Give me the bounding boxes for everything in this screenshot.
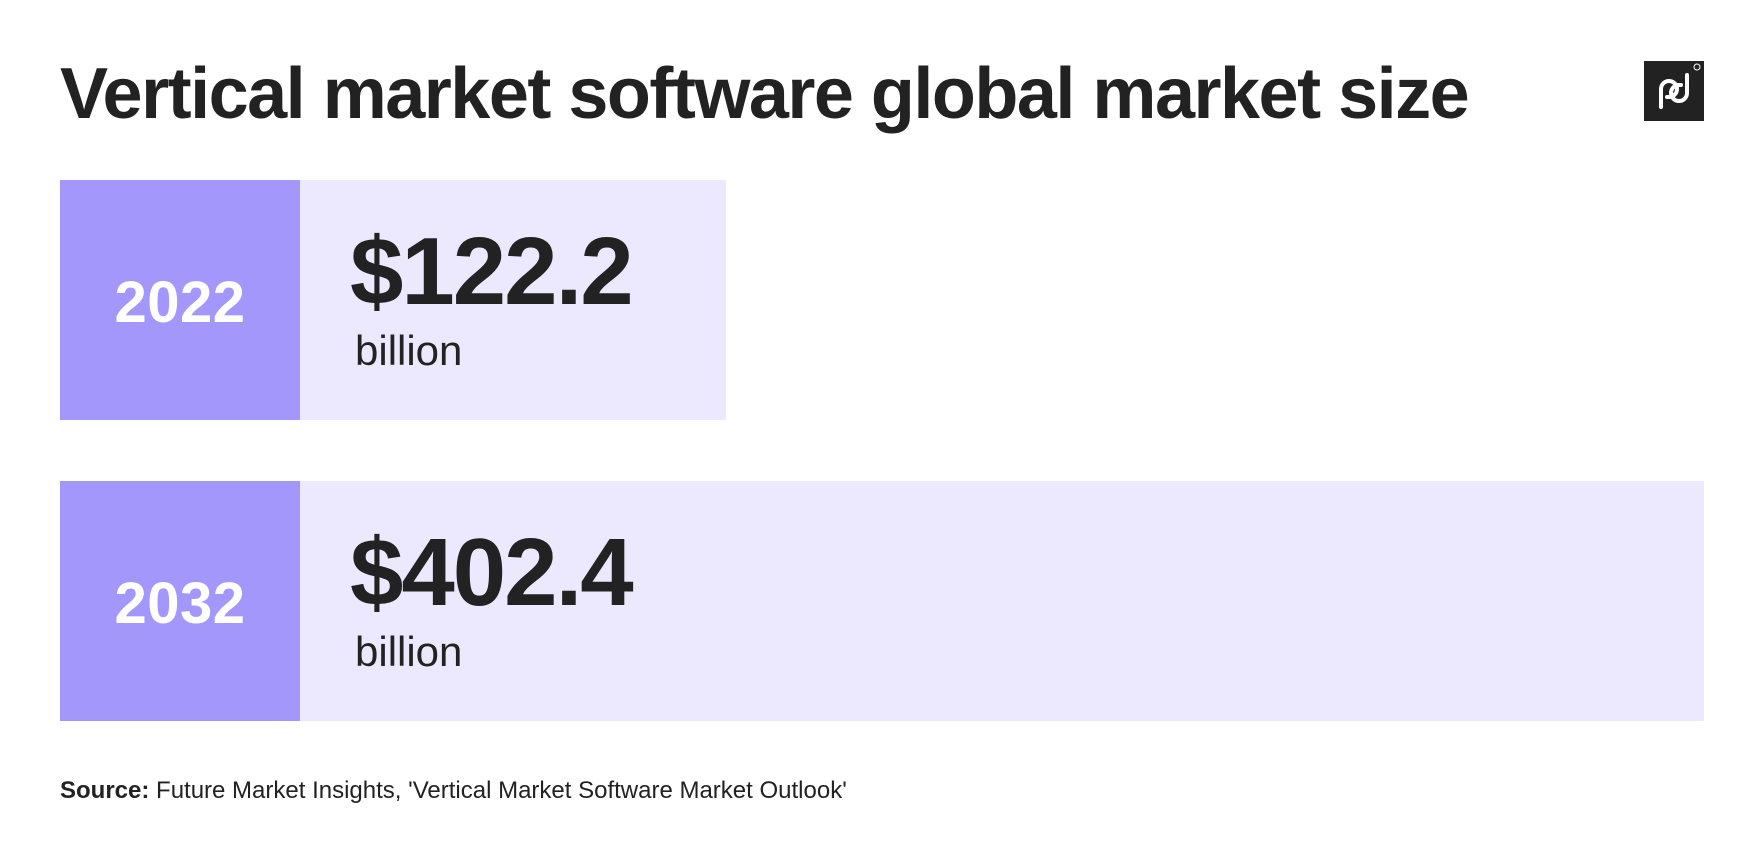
data-label: $122.2 (350, 218, 634, 325)
bar-value-fill: $402.4 billion (300, 481, 1704, 721)
chart-title: Vertical market software global market s… (60, 54, 1470, 134)
source-note: Source: Future Market Insights, 'Vertica… (60, 776, 847, 806)
source-prefix: Source: (60, 777, 150, 804)
data-label: $402.4 (350, 519, 634, 626)
bar-chart: 2022 $122.2 billion 2032 $402.4 billion (60, 0, 1704, 860)
bar-row-2032: 2032 $402.4 billion (60, 481, 1704, 721)
year-box: 2022 (60, 180, 300, 420)
bar-row-2022: 2022 $122.2 billion (60, 180, 1704, 420)
pd-logo-icon (1644, 61, 1704, 121)
year-box: 2032 (60, 481, 300, 721)
year-label: 2032 (114, 570, 246, 636)
unit-label: billion (355, 628, 463, 675)
unit-label: billion (355, 327, 463, 374)
source-text: Future Market Insights, 'Vertical Market… (149, 777, 847, 804)
year-label: 2022 (114, 269, 246, 335)
bar-value-fill: $122.2 billion (300, 180, 727, 420)
